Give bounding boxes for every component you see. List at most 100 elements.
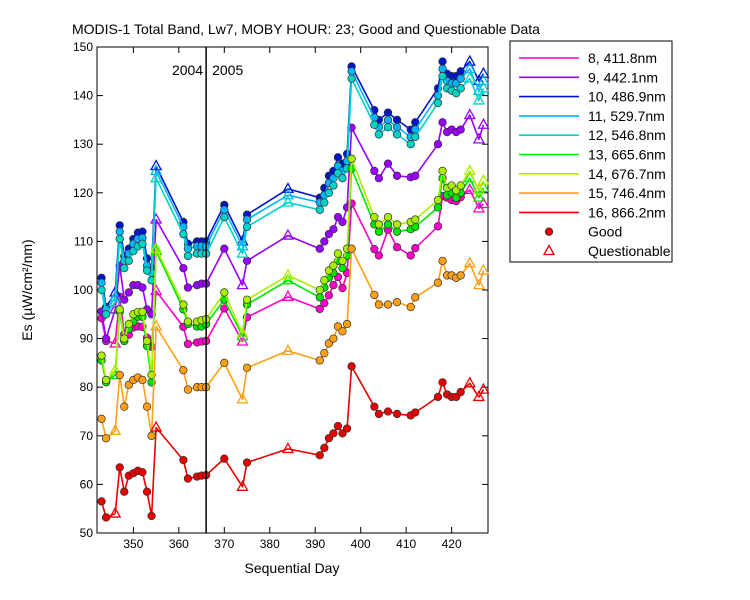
data-point-good <box>370 212 379 222</box>
data-point-good <box>220 454 229 463</box>
data-point-good <box>101 375 111 385</box>
data-point-good <box>370 120 379 129</box>
data-point-questionable <box>463 183 476 195</box>
data-point-questionable <box>236 334 249 346</box>
data-point-good <box>456 74 465 83</box>
data-point-good <box>383 300 393 309</box>
data-point-good <box>433 278 443 287</box>
data-point-good <box>374 130 384 139</box>
data-point-good <box>392 123 402 132</box>
data-point-good <box>115 227 124 236</box>
data-point-good <box>147 431 156 440</box>
series-layer <box>97 54 490 522</box>
data-point-good <box>315 304 324 314</box>
data-point-questionable <box>149 171 163 183</box>
data-point-good <box>433 98 443 108</box>
data-point-good <box>183 339 193 349</box>
data-point-good <box>433 222 443 231</box>
data-point-good <box>347 74 356 83</box>
data-point-questionable <box>236 392 249 404</box>
legend-label: 13, 665.6nm <box>588 147 666 163</box>
data-point-good <box>456 271 465 280</box>
data-point-questionable <box>149 284 163 296</box>
data-point-good <box>383 159 393 168</box>
data-point-good <box>433 392 443 402</box>
data-point-good <box>374 251 384 260</box>
data-point-good <box>433 140 443 149</box>
y-tick-label: 80 <box>80 380 94 394</box>
data-point-good <box>138 375 147 385</box>
data-point-good <box>392 227 402 236</box>
data-point-questionable <box>149 164 163 176</box>
data-point-good <box>183 317 193 326</box>
data-point-good <box>124 256 133 265</box>
data-point-questionable <box>472 132 486 144</box>
data-point-good <box>115 305 124 314</box>
data-point-good <box>392 115 402 125</box>
data-point-good <box>338 327 347 336</box>
series-7 <box>97 244 490 443</box>
data-point-good <box>342 424 352 433</box>
data-point-good <box>315 244 324 253</box>
data-point-good <box>456 181 465 190</box>
legend-label: 16, 866.2nm <box>588 204 666 220</box>
data-point-good <box>438 118 447 127</box>
data-point-questionable <box>463 376 476 388</box>
data-point-questionable <box>477 81 490 93</box>
data-point-good <box>411 171 420 180</box>
data-point-good <box>120 263 129 273</box>
data-point-good <box>324 188 334 197</box>
data-point-good <box>333 153 343 162</box>
data-point-good <box>220 205 229 214</box>
data-point-good <box>370 245 379 254</box>
data-point-good <box>120 295 129 304</box>
data-point-good <box>392 220 402 229</box>
data-point-questionable <box>281 188 295 200</box>
data-point-good <box>329 225 338 234</box>
y-tick-label: 100 <box>73 283 93 297</box>
legend-good-label: Good <box>588 224 622 240</box>
data-point-good <box>329 334 338 343</box>
data-point-questionable <box>149 420 163 432</box>
y-tick-label: 70 <box>80 429 94 443</box>
y-axis-label: Es (µW/cm²/nm) <box>19 239 35 340</box>
data-point-questionable <box>109 424 122 436</box>
data-point-questionable <box>477 173 490 185</box>
data-point-good <box>97 414 106 423</box>
data-point-good <box>115 463 124 472</box>
y-tick-label: 140 <box>73 89 93 103</box>
data-point-good <box>370 402 379 411</box>
data-point-good <box>433 203 443 212</box>
data-point-good <box>101 434 111 443</box>
data-point-good <box>179 229 188 239</box>
data-point-good <box>370 166 379 176</box>
data-point-good <box>179 263 188 273</box>
data-point-good <box>220 244 229 253</box>
data-point-good <box>383 123 393 132</box>
data-point-good <box>456 84 465 93</box>
plot-area: 50 60 70 80 90 100 110 120 130 140 150 350 360 370 380… <box>73 40 490 551</box>
data-point-good <box>320 298 329 308</box>
x-tick-label: 350 <box>123 537 143 551</box>
data-point-questionable <box>477 197 490 209</box>
data-point-good <box>242 222 252 231</box>
data-point-good <box>338 263 347 273</box>
data-point-good <box>115 370 124 380</box>
legend-label: 10, 486.9nm <box>588 89 666 105</box>
data-point-good <box>183 474 193 483</box>
data-point-good <box>242 215 252 224</box>
data-point-good <box>101 310 111 319</box>
data-point-good <box>374 220 384 229</box>
x-tick-label: 420 <box>442 537 462 551</box>
data-point-good <box>138 307 147 317</box>
series-6 <box>97 154 490 385</box>
data-point-good <box>347 244 356 253</box>
data-point-good <box>338 217 347 227</box>
data-point-good <box>320 349 329 358</box>
data-point-good <box>347 67 356 76</box>
data-point-good <box>392 171 402 180</box>
data-point-good <box>315 205 324 214</box>
x-axis-label: Sequential Day <box>245 560 340 576</box>
data-point-questionable <box>472 93 486 105</box>
